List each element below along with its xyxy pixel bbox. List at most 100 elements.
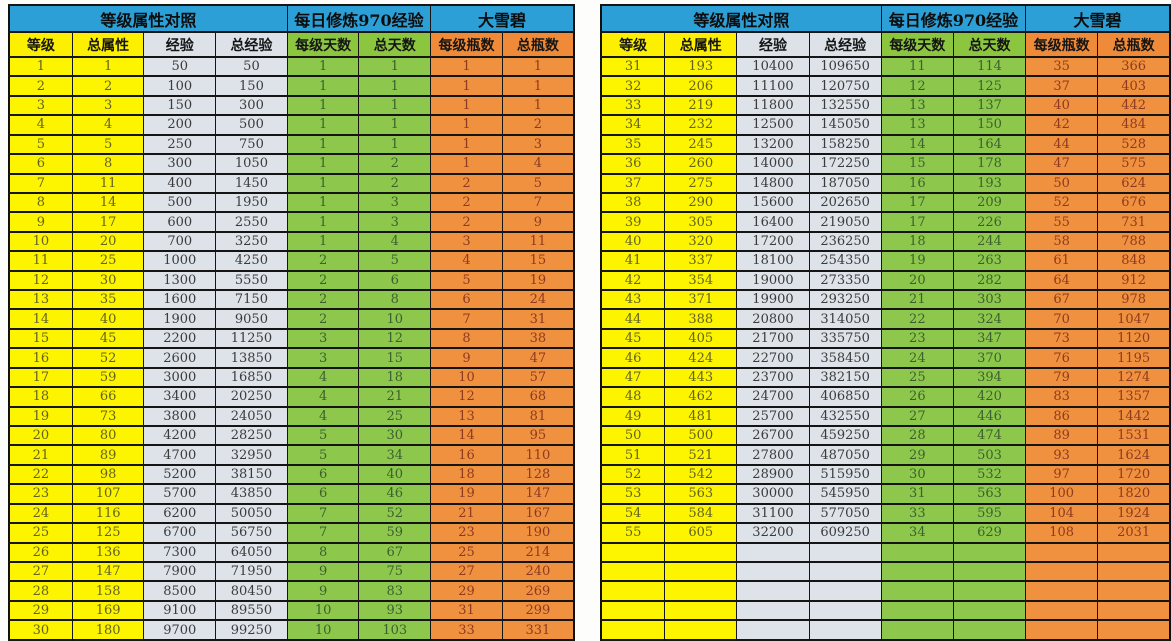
cell-total-attr: 542 xyxy=(664,463,738,486)
cell-total-attr: 260 xyxy=(664,153,738,175)
cell-days-per-level: 1 xyxy=(286,114,360,136)
cell-days-per-level: 19 xyxy=(880,250,954,272)
cell-total-days: 12 xyxy=(358,327,432,350)
empty-cell xyxy=(736,599,810,622)
cell-days-per-level: 2 xyxy=(286,269,360,292)
cell-total-attr: 25 xyxy=(71,250,145,272)
cell-level: 50 xyxy=(600,424,666,447)
cell-bottles-per-level: 40 xyxy=(1025,94,1099,117)
cell-days-per-level: 2 xyxy=(286,250,360,272)
cell-exp: 3400 xyxy=(143,386,217,408)
cell-bottles-per-level: 16 xyxy=(430,444,503,466)
cell-bottles-per-level: 1 xyxy=(430,153,503,175)
cell-exp: 5200 xyxy=(143,463,217,486)
group-header-big-sprite: 大雪碧 xyxy=(1025,4,1171,33)
cell-total-exp: 80450 xyxy=(215,580,288,602)
empty-row xyxy=(600,541,1171,563)
cell-days-per-level: 14 xyxy=(880,133,954,156)
cell-total-bottles: 1442 xyxy=(1097,405,1171,428)
cell-total-bottles: 31 xyxy=(501,308,575,330)
cell-total-bottles: 624 xyxy=(1097,172,1171,194)
cell-bottles-per-level: 76 xyxy=(1025,347,1099,369)
cell-total-days: 394 xyxy=(952,366,1027,389)
empty-cell xyxy=(808,619,882,641)
cell-total-days: 18 xyxy=(358,366,432,389)
cell-total-exp: 150 xyxy=(215,75,288,97)
cell-bottles-per-level: 1 xyxy=(430,55,503,78)
cell-bottles-per-level: 29 xyxy=(430,580,503,602)
cell-total-exp: 1050 xyxy=(215,153,288,175)
cell-exp: 3000 xyxy=(143,366,217,389)
cell-exp: 1900 xyxy=(143,308,217,330)
cell-exp: 19900 xyxy=(736,289,810,311)
col-header-total-bottles: 总瓶数 xyxy=(1097,31,1171,58)
cell-total-exp: 500 xyxy=(215,114,288,136)
cell-days-per-level: 6 xyxy=(286,483,360,505)
cell-exp: 16400 xyxy=(736,211,810,233)
cell-total-bottles: 1120 xyxy=(1097,327,1171,350)
cell-days-per-level: 1 xyxy=(286,172,360,194)
cell-total-exp: 515950 xyxy=(808,463,882,486)
cell-total-exp: 109650 xyxy=(808,55,882,78)
cell-total-days: 30 xyxy=(358,424,432,447)
empty-cell xyxy=(808,580,882,602)
cell-total-exp: 64050 xyxy=(215,541,288,563)
cell-total-bottles: 676 xyxy=(1097,191,1171,214)
cell-bottles-per-level: 1 xyxy=(430,133,503,156)
cell-total-exp: 120750 xyxy=(808,75,882,97)
cell-level: 7 xyxy=(8,172,73,194)
empty-cell xyxy=(880,599,954,622)
table-row: 40 320 17200 236250 18 244 58 788 xyxy=(600,230,1171,253)
empty-row xyxy=(600,580,1171,602)
cell-bottles-per-level: 89 xyxy=(1025,424,1099,447)
cell-level: 52 xyxy=(600,463,666,486)
cell-total-days: 125 xyxy=(952,75,1027,97)
cell-total-days: 150 xyxy=(952,114,1027,136)
cell-exp: 250 xyxy=(143,133,217,156)
cell-days-per-level: 1 xyxy=(286,133,360,156)
group-header-daily-cultivation-exp: 每日修炼970经验 xyxy=(286,4,432,33)
cell-total-attr: 52 xyxy=(71,347,145,369)
table-row: 53 563 30000 545950 31 563 100 1820 xyxy=(600,483,1171,505)
cell-total-bottles: 1924 xyxy=(1097,502,1171,525)
cell-exp: 28900 xyxy=(736,463,810,486)
cell-exp: 9100 xyxy=(143,599,217,622)
cell-total-days: 226 xyxy=(952,211,1027,233)
level-table-1-30: 等级属性对照 每日修炼970经验 大雪碧 等级 总属性 经验 总经验 每级天数 总天数 每级瓶数总… xyxy=(8,4,575,641)
cell-total-exp: 406850 xyxy=(808,386,882,408)
cell-level: 13 xyxy=(8,289,73,311)
cell-total-attr: 2 xyxy=(71,75,145,97)
table-row: 51 521 27800 487050 29 503 93 1624 xyxy=(600,444,1171,466)
cell-bottles-per-level: 31 xyxy=(430,599,503,622)
cell-total-bottles: 575 xyxy=(1097,153,1171,175)
cell-exp: 600 xyxy=(143,211,217,233)
cell-total-attr: 5 xyxy=(71,133,145,156)
cell-level: 23 xyxy=(8,483,73,505)
cell-days-per-level: 16 xyxy=(880,172,954,194)
empty-cell xyxy=(664,541,738,563)
cell-exp: 6700 xyxy=(143,522,217,544)
cell-level: 11 xyxy=(8,250,73,272)
cell-total-bottles: 190 xyxy=(501,522,575,544)
cell-days-per-level: 5 xyxy=(286,424,360,447)
cell-total-exp: 358450 xyxy=(808,347,882,369)
cell-total-attr: 59 xyxy=(71,366,145,389)
cell-bottles-per-level: 83 xyxy=(1025,386,1099,408)
cell-total-exp: 432550 xyxy=(808,405,882,428)
cell-total-attr: 20 xyxy=(71,230,145,253)
cell-total-exp: 172250 xyxy=(808,153,882,175)
cell-bottles-per-level: 97 xyxy=(1025,463,1099,486)
cell-level: 31 xyxy=(600,55,666,78)
cell-total-days: 93 xyxy=(358,599,432,622)
cell-exp: 300 xyxy=(143,153,217,175)
cell-total-bottles: 912 xyxy=(1097,269,1171,292)
table-row: 37 275 14800 187050 16 193 50 624 xyxy=(600,172,1171,194)
cell-total-attr: 89 xyxy=(71,444,145,466)
cell-total-exp: 11250 xyxy=(215,327,288,350)
cell-total-attr: 424 xyxy=(664,347,738,369)
cell-total-attr: 73 xyxy=(71,405,145,428)
table-row: 49 481 25700 432550 27 446 86 1442 xyxy=(600,405,1171,428)
cell-exp: 12500 xyxy=(736,114,810,136)
cell-total-exp: 16850 xyxy=(215,366,288,389)
cell-total-days: 10 xyxy=(358,308,432,330)
